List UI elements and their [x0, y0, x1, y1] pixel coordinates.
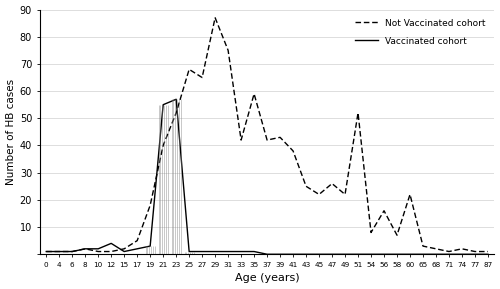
Vaccinated cohort: [394, 253, 400, 256]
Legend: Not Vaccinated cohort, Vaccinated cohort: Not Vaccinated cohort, Vaccinated cohort: [350, 14, 490, 50]
Not Vaccinated cohort: [251, 92, 257, 96]
Not Vaccinated cohort: [121, 247, 127, 251]
Line: Vaccinated cohort: Vaccinated cohort: [46, 99, 488, 254]
Vaccinated cohort: [368, 253, 374, 256]
Not Vaccinated cohort: [212, 16, 218, 19]
Vaccinated cohort: [108, 242, 114, 245]
Vaccinated cohort: [173, 98, 179, 101]
Vaccinated cohort: [238, 250, 244, 253]
Not Vaccinated cohort: [316, 193, 322, 196]
Vaccinated cohort: [446, 253, 452, 256]
Not Vaccinated cohort: [329, 182, 335, 185]
Vaccinated cohort: [433, 253, 439, 256]
Not Vaccinated cohort: [472, 250, 478, 253]
Vaccinated cohort: [69, 250, 75, 253]
Vaccinated cohort: [251, 250, 257, 253]
Not Vaccinated cohort: [82, 247, 88, 251]
Vaccinated cohort: [277, 253, 283, 256]
Vaccinated cohort: [303, 253, 309, 256]
Not Vaccinated cohort: [394, 234, 400, 237]
Not Vaccinated cohort: [407, 193, 413, 196]
Not Vaccinated cohort: [173, 111, 179, 115]
Not Vaccinated cohort: [225, 49, 231, 52]
Not Vaccinated cohort: [108, 250, 114, 253]
Vaccinated cohort: [407, 253, 413, 256]
Vaccinated cohort: [82, 247, 88, 251]
Vaccinated cohort: [225, 250, 231, 253]
Vaccinated cohort: [459, 253, 465, 256]
Not Vaccinated cohort: [264, 138, 270, 142]
Vaccinated cohort: [420, 253, 426, 256]
Not Vaccinated cohort: [446, 250, 452, 253]
Vaccinated cohort: [95, 247, 101, 251]
Vaccinated cohort: [43, 250, 49, 253]
Vaccinated cohort: [199, 250, 205, 253]
Not Vaccinated cohort: [368, 231, 374, 234]
Vaccinated cohort: [290, 253, 296, 256]
Not Vaccinated cohort: [69, 250, 75, 253]
Vaccinated cohort: [121, 250, 127, 253]
Not Vaccinated cohort: [134, 239, 140, 242]
Vaccinated cohort: [160, 103, 166, 106]
Not Vaccinated cohort: [303, 185, 309, 188]
Not Vaccinated cohort: [43, 250, 49, 253]
Vaccinated cohort: [355, 253, 361, 256]
Vaccinated cohort: [316, 253, 322, 256]
Vaccinated cohort: [472, 253, 478, 256]
Not Vaccinated cohort: [186, 68, 192, 71]
Not Vaccinated cohort: [290, 149, 296, 153]
Vaccinated cohort: [186, 250, 192, 253]
Vaccinated cohort: [329, 253, 335, 256]
Not Vaccinated cohort: [147, 203, 153, 207]
Vaccinated cohort: [381, 253, 387, 256]
X-axis label: Age (years): Age (years): [235, 273, 300, 284]
Vaccinated cohort: [212, 250, 218, 253]
Vaccinated cohort: [485, 253, 491, 256]
Vaccinated cohort: [134, 247, 140, 251]
Vaccinated cohort: [342, 253, 348, 256]
Not Vaccinated cohort: [485, 250, 491, 253]
Not Vaccinated cohort: [420, 244, 426, 248]
Vaccinated cohort: [147, 244, 153, 248]
Vaccinated cohort: [264, 253, 270, 256]
Not Vaccinated cohort: [381, 209, 387, 212]
Not Vaccinated cohort: [342, 193, 348, 196]
Y-axis label: Number of HB cases: Number of HB cases: [6, 79, 16, 185]
Not Vaccinated cohort: [95, 250, 101, 253]
Not Vaccinated cohort: [355, 111, 361, 115]
Not Vaccinated cohort: [238, 138, 244, 142]
Not Vaccinated cohort: [199, 76, 205, 79]
Line: Not Vaccinated cohort: Not Vaccinated cohort: [46, 18, 488, 251]
Not Vaccinated cohort: [160, 144, 166, 147]
Vaccinated cohort: [56, 250, 62, 253]
Not Vaccinated cohort: [459, 247, 465, 251]
Not Vaccinated cohort: [433, 247, 439, 251]
Not Vaccinated cohort: [277, 136, 283, 139]
Not Vaccinated cohort: [56, 250, 62, 253]
